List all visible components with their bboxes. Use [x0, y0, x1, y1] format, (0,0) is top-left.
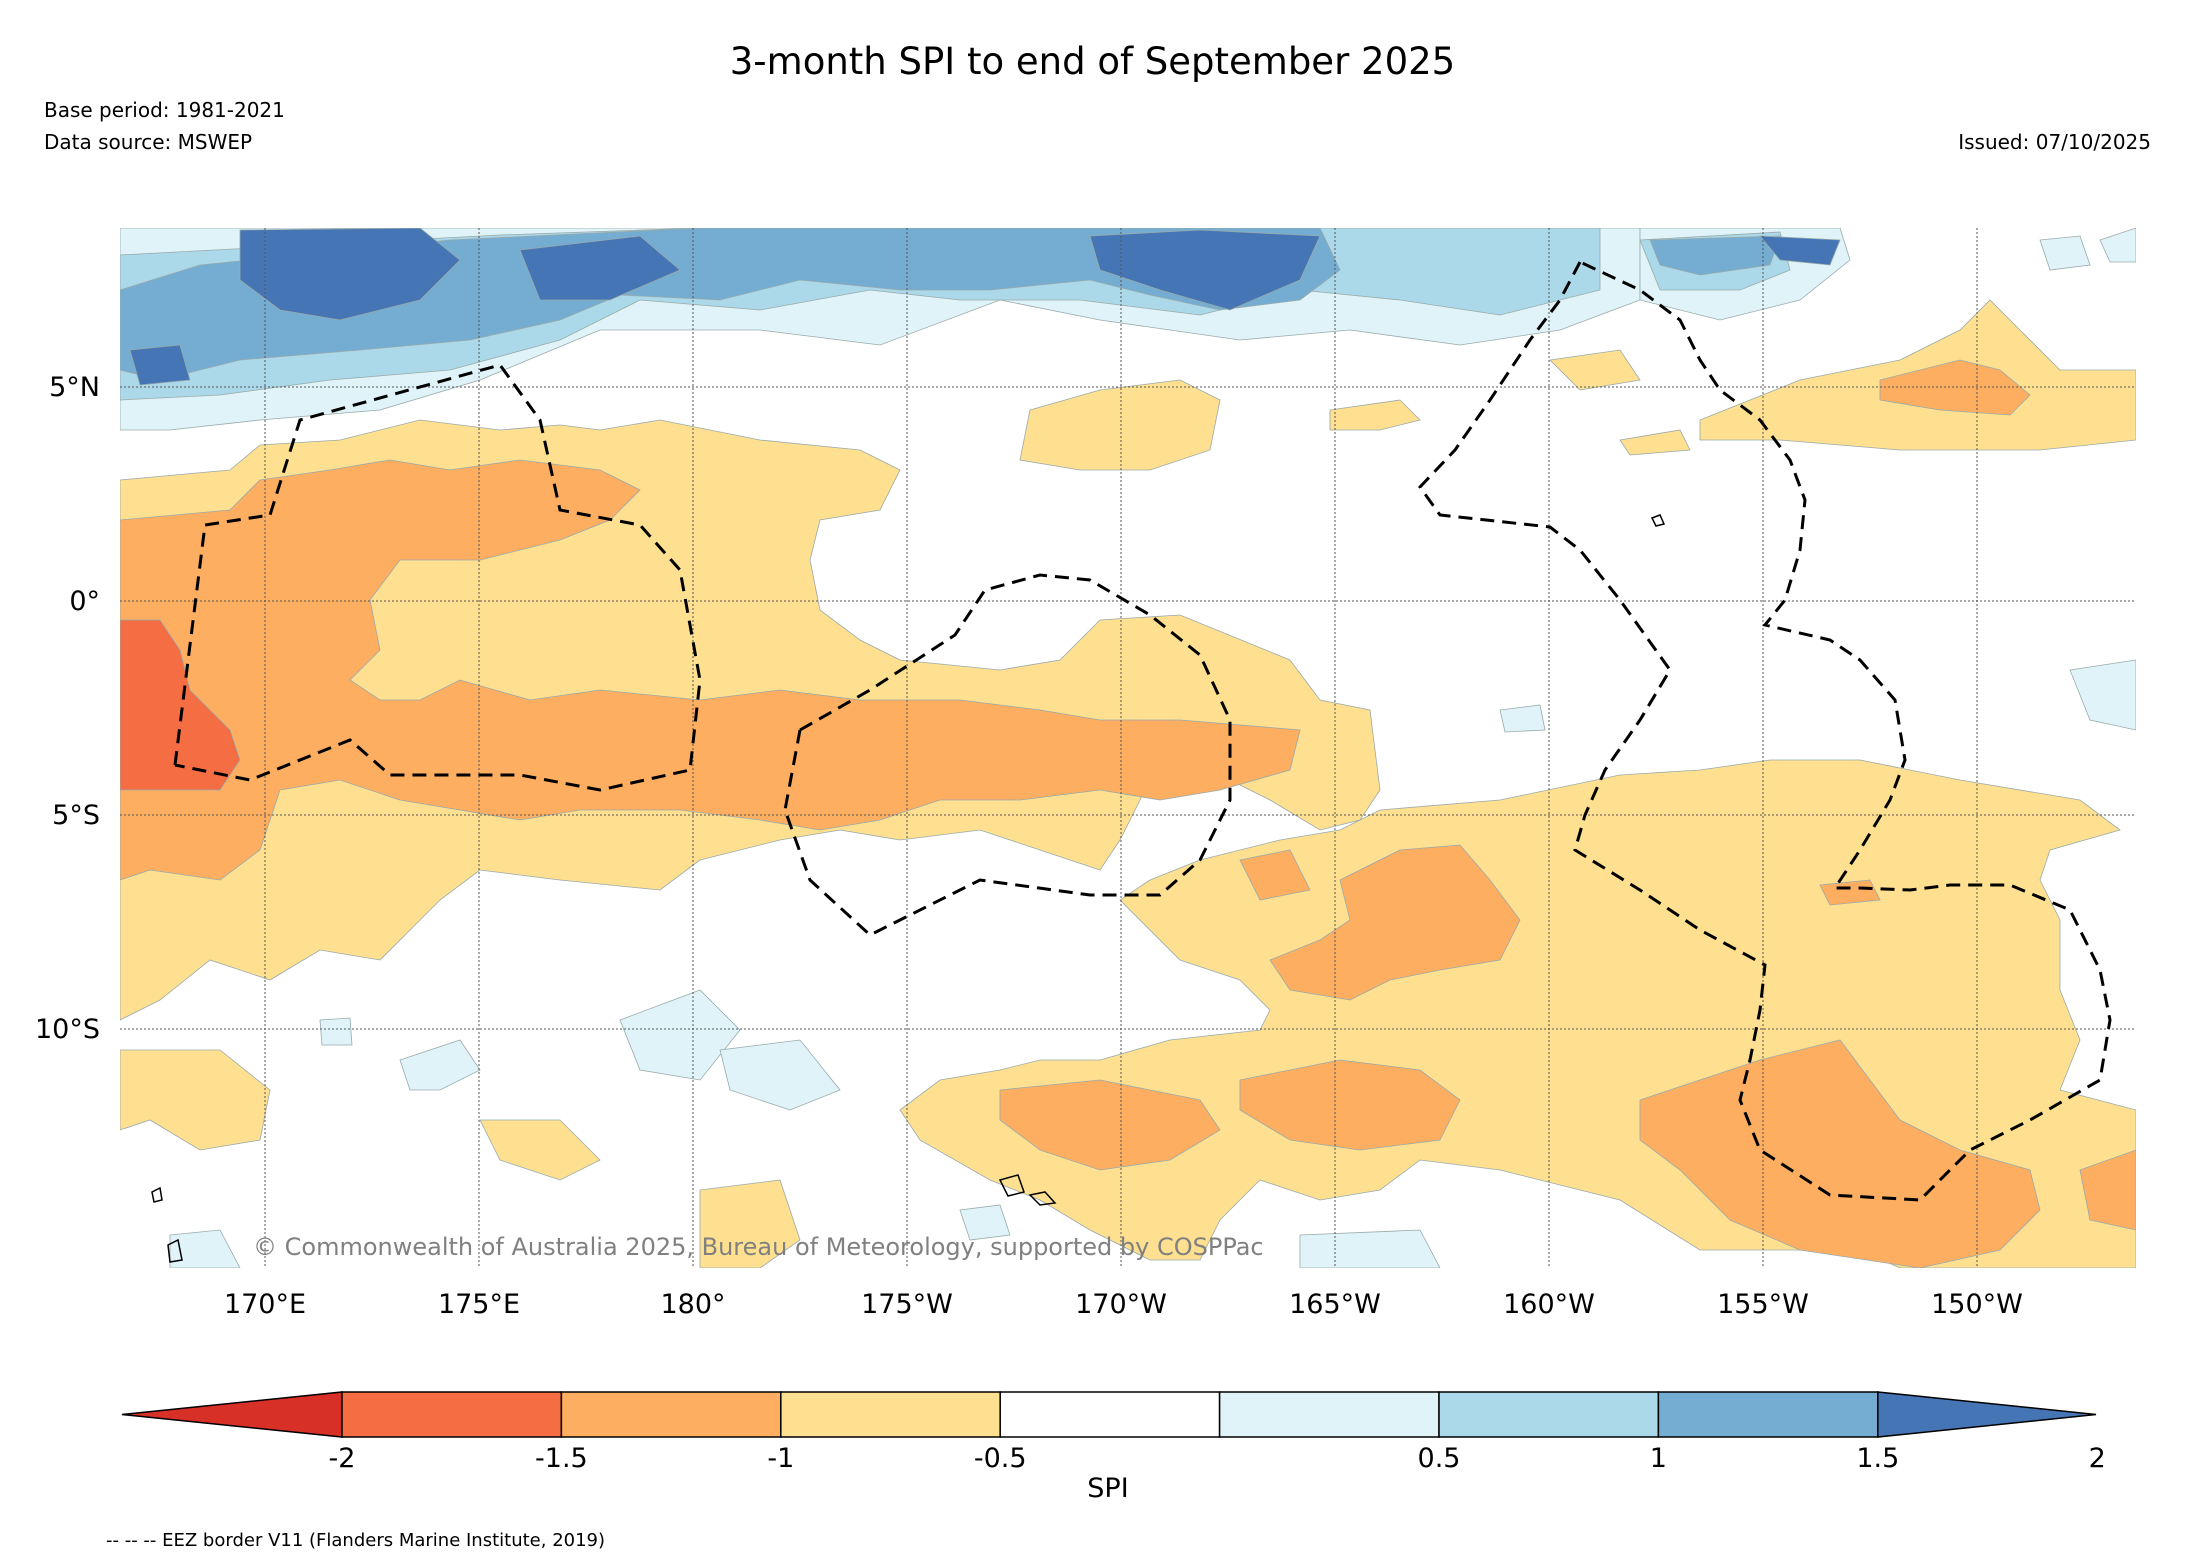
- lon-label-175w: 175°W: [861, 1289, 953, 1320]
- colorbar-tick-label: -1: [767, 1443, 794, 1474]
- lon-label-180: 180°: [660, 1289, 725, 1320]
- lon-label-175e: 175°E: [438, 1289, 520, 1320]
- colorbar-segment: [560, 1391, 782, 1438]
- colorbar-tick-label: -2: [329, 1443, 356, 1474]
- wet-region-north-4: [239, 228, 461, 321]
- colorbar-extend-high: [1877, 1391, 2097, 1438]
- colorbar-tick-label: 2: [2089, 1443, 2106, 1474]
- moderately-dry-center: [1269, 844, 1521, 1001]
- colorbar-segment: [780, 1391, 1001, 1438]
- copyright-text: © Commonwealth of Australia 2025, Bureau…: [253, 1233, 1264, 1261]
- colorbar-ticks: -2 -1.5 -1 -0.5 0.5 1 1.5 2: [329, 1443, 2106, 1474]
- colorbar-segment: [1218, 1391, 1440, 1438]
- issued-date: Issued: 07/10/2025: [1958, 130, 2151, 154]
- spi-field: [120, 228, 2136, 1268]
- eez-borders: [173, 260, 2112, 1202]
- latitude-labels: 5°N 0° 5°S 10°S: [35, 372, 100, 1045]
- colorbar-tick-label: 0.5: [1418, 1443, 1461, 1474]
- colorbar-tick-label: -1.5: [535, 1443, 588, 1474]
- lon-label-170e: 170°E: [224, 1289, 306, 1320]
- lon-label-150w: 150°W: [1931, 1289, 2023, 1320]
- lat-label-0: 0°: [69, 586, 100, 617]
- base-period: Base period: 1981-2021: [44, 98, 285, 122]
- map-title: 3-month SPI to end of September 2025: [729, 40, 1456, 83]
- lat-label-10s: 10°S: [35, 1014, 100, 1045]
- wet-patches-south: [399, 1039, 481, 1091]
- colorbar-tick-label: 1.5: [1856, 1443, 1899, 1474]
- colorbar-extend-low: [121, 1391, 343, 1438]
- longitude-labels: 170°E 175°E 180° 175°W 170°W 165°W 160°W…: [224, 1289, 2023, 1320]
- lat-label-5n: 5°N: [49, 372, 100, 403]
- lon-label-160w: 160°W: [1503, 1289, 1595, 1320]
- lon-label-165w: 165°W: [1289, 1289, 1381, 1320]
- lon-label-155w: 155°W: [1717, 1289, 1809, 1320]
- colorbar-label: SPI: [1087, 1473, 1128, 1504]
- colorbar-tick-label: -0.5: [974, 1443, 1027, 1474]
- islands: [151, 514, 1666, 1263]
- colorbar-segment: [999, 1391, 1221, 1438]
- data-source: Data source: MSWEP: [44, 130, 253, 154]
- very-dry-west: [120, 619, 241, 791]
- lon-label-170w: 170°W: [1075, 1289, 1167, 1320]
- colorbar-tick-label: 1: [1650, 1443, 1667, 1474]
- lat-label-5s: 5°S: [52, 800, 100, 831]
- colorbar-segment: [1657, 1391, 1879, 1438]
- eez-footnote: -- -- -- EEZ border V11 (Flanders Marine…: [106, 1530, 606, 1551]
- spi-colorbar: [121, 1391, 2097, 1438]
- colorbar-segment: [1438, 1391, 1660, 1438]
- colorbar-segment: [341, 1391, 563, 1438]
